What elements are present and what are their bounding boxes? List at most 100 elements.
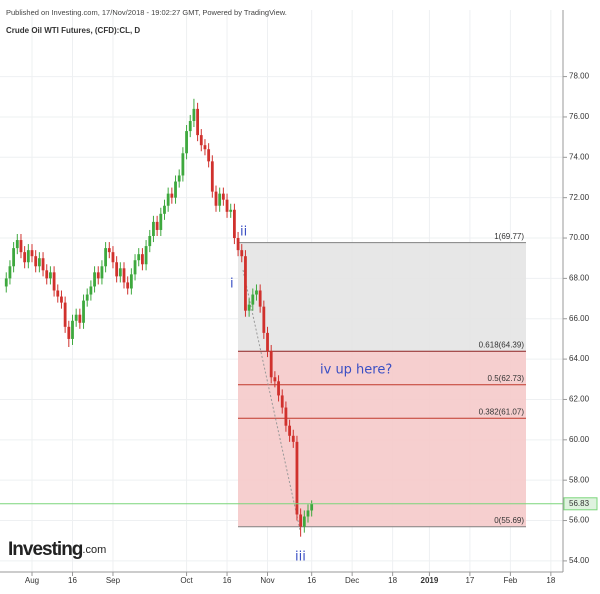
candle-body <box>137 254 141 261</box>
candle-body <box>166 193 170 206</box>
candles <box>0 98 563 537</box>
candle-body <box>115 262 119 277</box>
fib-zone <box>238 242 526 352</box>
candle-body <box>210 161 214 192</box>
candle-body <box>225 199 229 212</box>
candle-body <box>196 108 200 136</box>
candle-body <box>185 131 188 154</box>
annotation: iv up here? <box>320 363 392 378</box>
candle-body <box>89 286 93 295</box>
candle-body <box>199 135 203 146</box>
y-tick-label: 60.00 <box>569 435 590 444</box>
fib-label: 1(69.77) <box>494 232 524 241</box>
y-tick-label: 72.00 <box>569 193 590 202</box>
y-tick-label: 54.00 <box>569 556 590 565</box>
fibonacci: 1(69.77) 0.618(64.39) 0.5(62.73) 0.382(61.0… <box>238 232 526 528</box>
candle-body <box>170 193 174 198</box>
candle-body <box>45 270 49 279</box>
candle-body <box>8 266 12 279</box>
candle-body <box>221 193 225 200</box>
fib-label: 0.618(64.39) <box>479 340 525 349</box>
trend-line <box>242 269 301 531</box>
candle-body <box>280 395 284 408</box>
wave-label: i <box>230 277 234 292</box>
y-tick-label: 78.00 <box>569 72 590 81</box>
candle-body <box>177 175 181 182</box>
fib-label: 0.5(62.73) <box>488 374 525 383</box>
y-tick-label: 62.00 <box>569 395 590 404</box>
candle-body <box>49 272 52 279</box>
candle-body <box>273 377 277 382</box>
candle-body <box>133 260 137 275</box>
y-tick-label: 58.00 <box>569 475 590 484</box>
candle-body <box>247 304 251 311</box>
logo-suffix: .com <box>82 544 106 556</box>
candle-body <box>262 306 266 333</box>
candle-body <box>251 294 255 305</box>
x-tick-label: Oct <box>180 576 193 585</box>
x-tick-label: 16 <box>223 576 232 585</box>
candle-body <box>255 290 258 295</box>
candle-body <box>277 381 280 396</box>
y-tick-label: 66.00 <box>569 314 590 323</box>
candle-body <box>295 441 299 515</box>
fib-label: 0(55.69) <box>494 516 524 525</box>
candle-body <box>181 153 185 176</box>
x-tick-label: 16 <box>68 576 77 585</box>
candle-body <box>19 240 23 253</box>
candle-body <box>26 250 30 263</box>
x-tick-label: Aug <box>25 576 39 585</box>
candle-body <box>41 258 45 271</box>
candle-body <box>306 510 310 517</box>
candle-body <box>122 268 126 283</box>
candle-body <box>96 272 100 279</box>
last-price-box <box>563 497 598 511</box>
candle-body <box>30 250 34 257</box>
wave-label: iii <box>295 550 306 565</box>
wave-label: ii <box>240 225 247 240</box>
y-tick-label: 70.00 <box>569 233 590 242</box>
candle-body <box>37 258 41 267</box>
x-tick-label: Dec <box>345 576 359 585</box>
candle-body <box>129 274 133 289</box>
candle-body <box>60 296 63 303</box>
candle-body <box>218 193 222 206</box>
candle-body <box>236 238 240 251</box>
candle-body <box>144 246 148 265</box>
candle-body <box>111 252 115 263</box>
candle-body <box>302 516 306 527</box>
x-tick-label: Feb <box>503 576 517 585</box>
candle-body <box>23 252 27 263</box>
fib-zone <box>238 418 526 527</box>
candle-body <box>148 236 152 247</box>
candle-body <box>52 272 56 291</box>
candle-body <box>63 302 67 327</box>
x-tick-label: 16 <box>307 576 316 585</box>
candle-body <box>291 435 295 442</box>
candle-body <box>232 209 236 239</box>
candle-body <box>141 254 144 265</box>
fib-label: 0.382(61.07) <box>479 407 525 416</box>
candle-body <box>203 145 207 150</box>
last-price-label: 56.83 <box>569 499 590 508</box>
candle-body <box>266 332 269 352</box>
logo-text: Investing <box>8 539 83 560</box>
candle-body <box>56 290 60 297</box>
y-tick-label: 64.00 <box>569 354 590 363</box>
candle-body <box>82 300 85 323</box>
candle-body <box>126 282 130 289</box>
candle-body <box>269 351 273 378</box>
candle-body <box>93 272 96 287</box>
candle-body <box>155 221 159 230</box>
candle-body <box>174 181 177 198</box>
y-tick-label: 76.00 <box>569 112 590 121</box>
x-tick-label: Sep <box>106 576 121 585</box>
candle-body <box>71 320 74 339</box>
candle-body <box>152 221 155 237</box>
candle-body <box>34 256 38 267</box>
candle-body <box>78 314 82 323</box>
candle-body <box>258 290 262 307</box>
candle-body <box>159 213 163 230</box>
fib-zone <box>238 351 526 385</box>
candle-body <box>74 314 78 321</box>
